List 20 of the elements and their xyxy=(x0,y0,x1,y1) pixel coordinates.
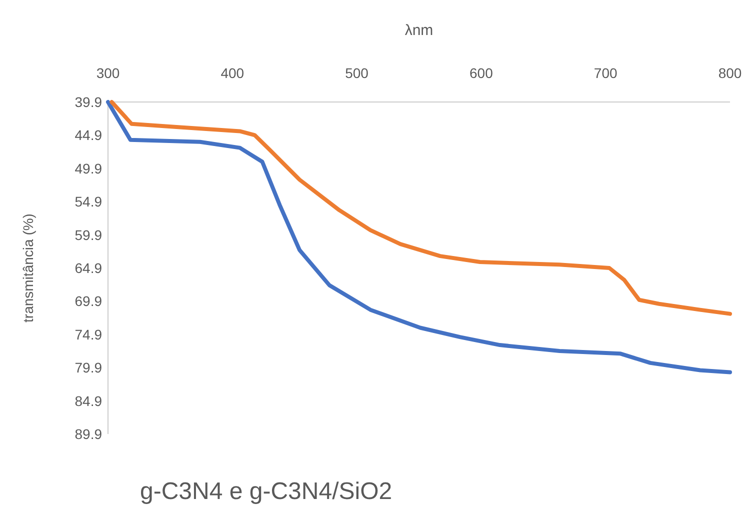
y-tick-label: 64.9 xyxy=(74,260,102,276)
y-tick-label: 89.9 xyxy=(74,426,102,442)
y-tick-label: 79.9 xyxy=(74,360,102,376)
x-tick-label: 800 xyxy=(718,65,742,81)
x-tick-label: 700 xyxy=(594,65,618,81)
y-tick-label: 49.9 xyxy=(74,160,102,176)
y-tick-label: 74.9 xyxy=(74,326,102,342)
y-tick-label: 39.9 xyxy=(74,94,102,110)
x-tick-label: 300 xyxy=(96,65,120,81)
y-tick-label: 54.9 xyxy=(74,194,102,210)
y-tick-label: 44.9 xyxy=(74,127,102,144)
y-tick-label: 69.9 xyxy=(74,293,102,310)
text: g-C3N4 e g-C3N4/SiO2 xyxy=(140,478,392,505)
x-axis-title: λnm xyxy=(404,22,434,39)
y-axis-title: transmitância (%) xyxy=(20,214,36,322)
y-tick-label: 59.9 xyxy=(74,226,102,243)
x-tick-label: 400 xyxy=(220,65,244,81)
x-tick-label: 600 xyxy=(470,65,494,81)
x-tick-label: 500 xyxy=(345,65,369,81)
y-tick-label: 84.9 xyxy=(74,392,102,409)
